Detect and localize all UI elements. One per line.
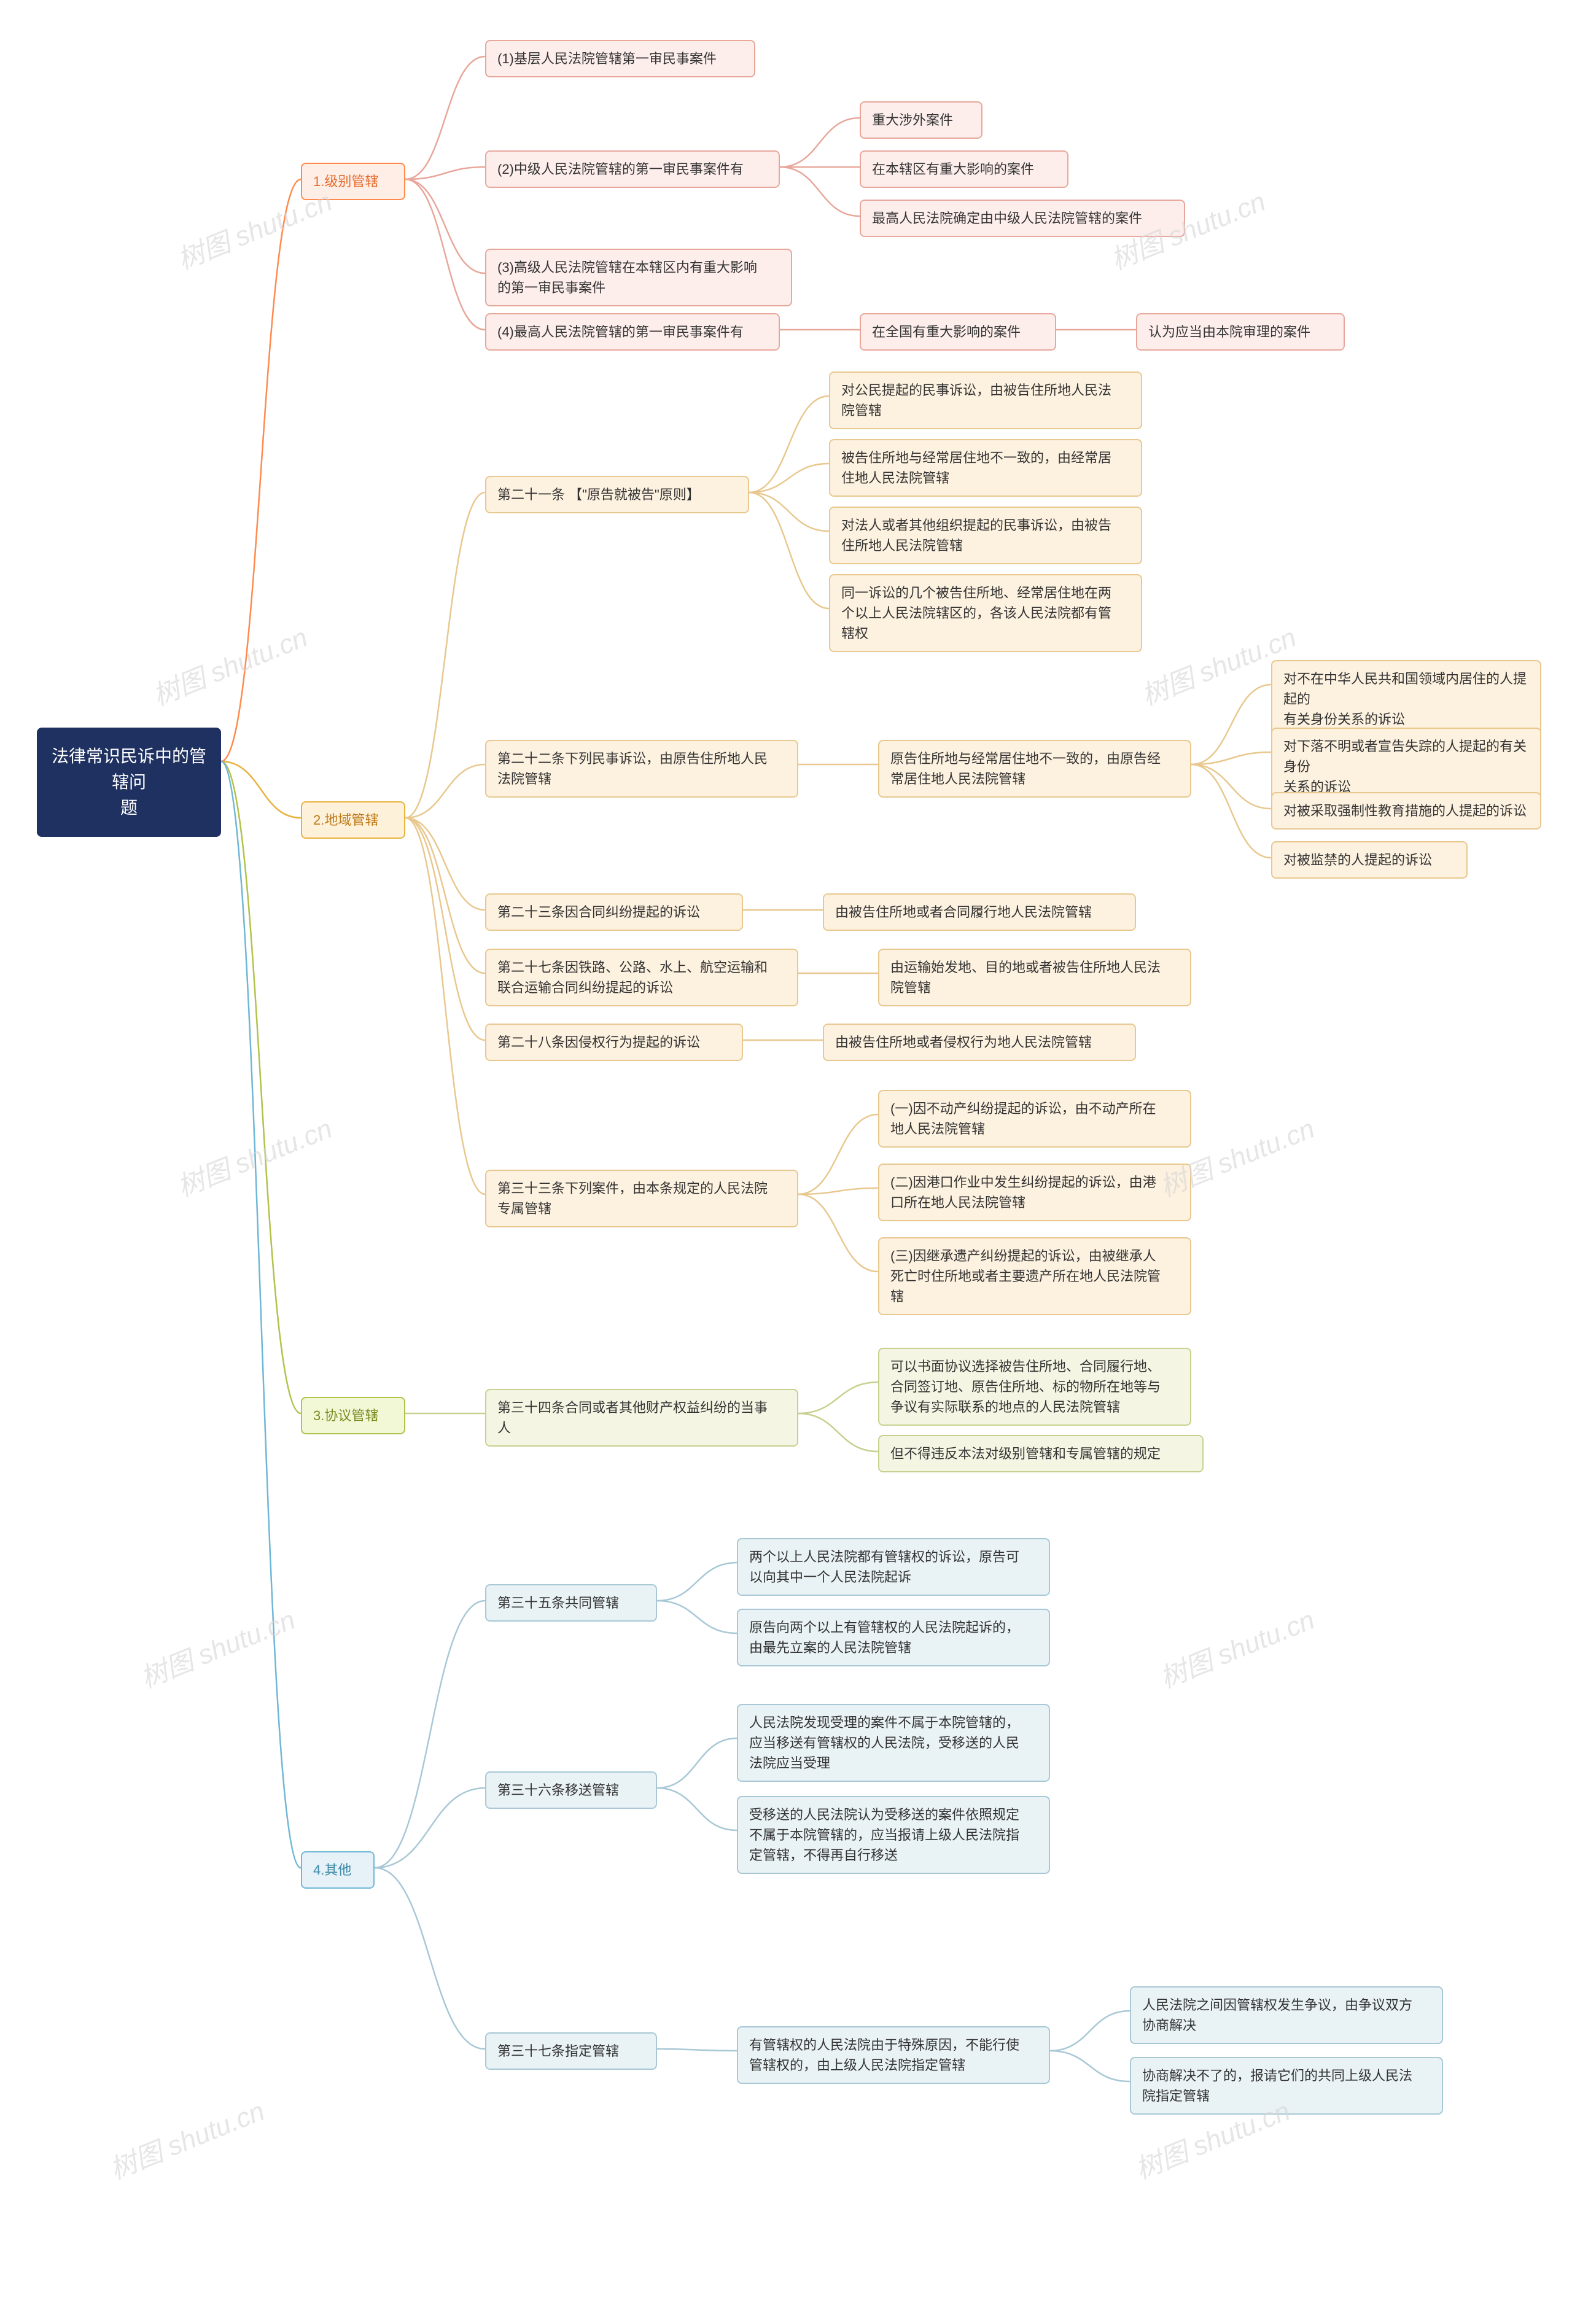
mindmap-node[interactable]: (二)因港口作业中发生纠纷提起的诉讼，由港 口所在地人民法院管辖 bbox=[878, 1164, 1191, 1221]
mindmap-node[interactable]: 对被采取强制性教育措施的人提起的诉讼 bbox=[1271, 792, 1541, 830]
mindmap-node[interactable]: 受移送的人民法院认为受移送的案件依照规定 不属于本院管辖的，应当报请上级人民法院… bbox=[737, 1796, 1050, 1874]
mindmap-edge bbox=[657, 1738, 737, 1788]
mindmap-edge bbox=[657, 1788, 737, 1830]
mindmap-node[interactable]: 在本辖区有重大影响的案件 bbox=[860, 150, 1068, 188]
mindmap-edge bbox=[405, 492, 485, 818]
mindmap-edge bbox=[405, 167, 485, 179]
mindmap-node[interactable]: 原告向两个以上有管辖权的人民法院起诉的， 由最先立案的人民法院管辖 bbox=[737, 1609, 1050, 1666]
mindmap-node[interactable]: 对法人或者其他组织提起的民事诉讼，由被告 住所地人民法院管辖 bbox=[829, 507, 1142, 564]
mindmap-node[interactable]: (4)最高人民法院管辖的第一审民事案件有 bbox=[485, 313, 780, 351]
mindmap-node[interactable]: 第三十三条下列案件，由本条规定的人民法院 专属管辖 bbox=[485, 1170, 798, 1227]
mindmap-node[interactable]: (2)中级人民法院管辖的第一审民事案件有 bbox=[485, 150, 780, 188]
mindmap-edge bbox=[780, 167, 860, 216]
mindmap-edge bbox=[405, 764, 485, 818]
mindmap-node[interactable]: 最高人民法院确定由中级人民法院管辖的案件 bbox=[860, 200, 1185, 237]
mindmap-node[interactable]: 协商解决不了的，报请它们的共同上级人民法 院指定管辖 bbox=[1130, 2057, 1443, 2115]
mindmap-node[interactable]: (一)因不动产纠纷提起的诉讼，由不动产所在 地人民法院管辖 bbox=[878, 1090, 1191, 1148]
mindmap-node[interactable]: 两个以上人民法院都有管辖权的诉讼，原告可 以向其中一个人民法院起诉 bbox=[737, 1538, 1050, 1596]
mindmap-node[interactable]: 3.协议管辖 bbox=[301, 1397, 405, 1434]
mindmap-node[interactable]: 原告住所地与经常居住地不一致的，由原告经 常居住地人民法院管辖 bbox=[878, 740, 1191, 798]
mindmap-edge bbox=[375, 1788, 485, 1868]
mindmap-node[interactable]: 对被监禁的人提起的诉讼 bbox=[1271, 841, 1468, 879]
mindmap-node[interactable]: 在全国有重大影响的案件 bbox=[860, 313, 1056, 351]
mindmap-edge bbox=[221, 761, 301, 818]
mindmap-node[interactable]: 人民法院之间因管辖权发生争议，由争议双方 协商解决 bbox=[1130, 1986, 1443, 2044]
mindmap-node[interactable]: 第三十六条移送管辖 bbox=[485, 1771, 657, 1809]
mindmap-node[interactable]: 第三十五条共同管辖 bbox=[485, 1584, 657, 1622]
mindmap-edge bbox=[221, 761, 301, 1868]
mindmap-edge bbox=[657, 1563, 737, 1601]
mindmap-edge bbox=[798, 1194, 878, 1272]
mindmap-node[interactable]: 有管辖权的人民法院由于特殊原因，不能行使 管辖权的，由上级人民法院指定管辖 bbox=[737, 2026, 1050, 2084]
mindmap-edge bbox=[798, 1413, 878, 1452]
mindmap-node[interactable]: 人民法院发现受理的案件不属于本院管辖的， 应当移送有管辖权的人民法院，受移送的人… bbox=[737, 1704, 1050, 1782]
mindmap-node[interactable]: 第二十七条因铁路、公路、水上、航空运输和 联合运输合同纠纷提起的诉讼 bbox=[485, 949, 798, 1006]
mindmap-edge bbox=[749, 492, 829, 531]
mindmap-node[interactable]: 1.级别管辖 bbox=[301, 163, 405, 200]
mindmap-node[interactable]: (3)高级人民法院管辖在本辖区内有重大影响 的第一审民事案件 bbox=[485, 249, 792, 306]
mindmap-node[interactable]: 但不得违反本法对级别管辖和专属管辖的规定 bbox=[878, 1435, 1204, 1472]
mindmap-node[interactable]: 同一诉讼的几个被告住所地、经常居住地在两 个以上人民法院辖区的，各该人民法院都有… bbox=[829, 574, 1142, 652]
mindmap-node[interactable]: 由被告住所地或者合同履行地人民法院管辖 bbox=[823, 893, 1136, 931]
mindmap-node[interactable]: 由运输始发地、目的地或者被告住所地人民法 院管辖 bbox=[878, 949, 1191, 1006]
mindmap-node[interactable]: 4.其他 bbox=[301, 1851, 375, 1889]
mindmap-node[interactable]: 被告住所地与经常居住地不一致的，由经常居 住地人民法院管辖 bbox=[829, 439, 1142, 497]
mindmap-edge bbox=[221, 179, 301, 761]
mindmap-edge bbox=[1191, 764, 1271, 809]
mindmap-node[interactable]: 第三十四条合同或者其他财产权益纠纷的当事 人 bbox=[485, 1389, 798, 1447]
mindmap-edge bbox=[405, 56, 485, 179]
mindmap-node[interactable]: 法律常识民诉中的管辖问 题 bbox=[37, 728, 221, 837]
mindmap-node[interactable]: 第二十三条因合同纠纷提起的诉讼 bbox=[485, 893, 743, 931]
mindmap-node[interactable]: 可以书面协议选择被告住所地、合同履行地、 合同签订地、原告住所地、标的物所在地等… bbox=[878, 1348, 1191, 1426]
mindmap-edge bbox=[749, 464, 829, 492]
mindmap-node[interactable]: 认为应当由本院审理的案件 bbox=[1136, 313, 1345, 351]
mindmap-node[interactable]: 第二十八条因侵权行为提起的诉讼 bbox=[485, 1024, 743, 1061]
mindmap-node[interactable]: (1)基层人民法院管辖第一审民事案件 bbox=[485, 40, 755, 77]
mindmap-edge bbox=[405, 179, 485, 330]
mindmap-node[interactable]: 对公民提起的民事诉讼，由被告住所地人民法 院管辖 bbox=[829, 371, 1142, 429]
mindmap-edge bbox=[1050, 2011, 1130, 2051]
mindmap-node[interactable]: 对不在中华人民共和国领域内居住的人提起的 有关身份关系的诉讼 bbox=[1271, 660, 1541, 738]
mindmap-node[interactable]: 第二十一条 【"原告就被告"原则】 bbox=[485, 476, 749, 513]
mindmap-edge bbox=[657, 2049, 737, 2051]
mindmap-node[interactable]: 2.地域管辖 bbox=[301, 801, 405, 839]
mindmap-edge bbox=[1191, 752, 1271, 764]
mindmap-node[interactable]: 第二十二条下列民事诉讼，由原告住所地人民 法院管辖 bbox=[485, 740, 798, 798]
mindmap-edge bbox=[405, 818, 485, 1194]
mindmap-node[interactable]: 重大涉外案件 bbox=[860, 101, 982, 139]
mindmap-node[interactable]: 第三十七条指定管辖 bbox=[485, 2032, 657, 2070]
mindmap-edge bbox=[657, 1601, 737, 1633]
mindmap-edge bbox=[798, 1382, 878, 1413]
mindmap-edge bbox=[798, 1114, 878, 1194]
mindmap-edge bbox=[405, 179, 485, 273]
mindmap-node[interactable]: (三)因继承遗产纠纷提起的诉讼，由被继承人 死亡时住所地或者主要遗产所在地人民法… bbox=[878, 1237, 1191, 1315]
mindmap-edge bbox=[405, 818, 485, 973]
mindmap-edge bbox=[749, 492, 829, 608]
mindmap-edge bbox=[1191, 764, 1271, 858]
mindmap-edge bbox=[780, 118, 860, 167]
mindmap-node[interactable]: 由被告住所地或者侵权行为地人民法院管辖 bbox=[823, 1024, 1136, 1061]
mindmap-edge bbox=[1050, 2051, 1130, 2081]
mindmap-edge bbox=[375, 1868, 485, 2049]
